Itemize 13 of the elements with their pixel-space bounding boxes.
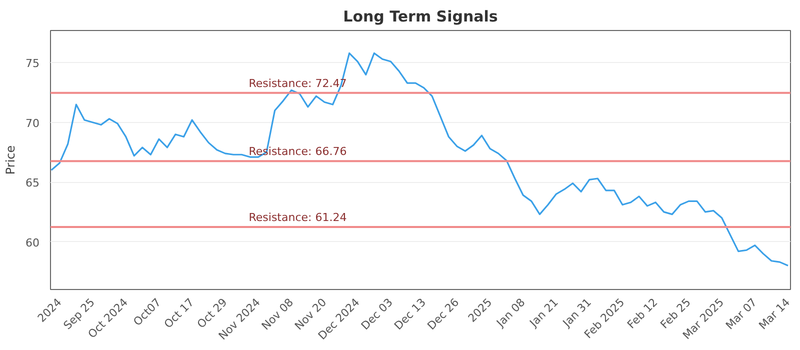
x-tick-label: Oct 17 bbox=[162, 296, 197, 331]
y-tick-label: 65 bbox=[26, 176, 40, 190]
line-series bbox=[50, 52, 789, 266]
x-tick-label: Jan 08 bbox=[493, 296, 528, 330]
y-tick-label: 75 bbox=[26, 57, 40, 70]
x-tick-label: Feb 12 bbox=[624, 296, 660, 332]
ref-line-label: Resistance: 61.24 bbox=[248, 210, 347, 224]
y-axis-title: Price bbox=[4, 145, 18, 175]
x-tick-label: Jan 21 bbox=[526, 296, 561, 330]
y-tick-label: 70 bbox=[26, 116, 40, 130]
y-tick-label: 60 bbox=[26, 236, 40, 250]
x-tick-label: Nov 08 bbox=[259, 296, 296, 333]
chart-title: Long Term Signals bbox=[343, 8, 498, 26]
